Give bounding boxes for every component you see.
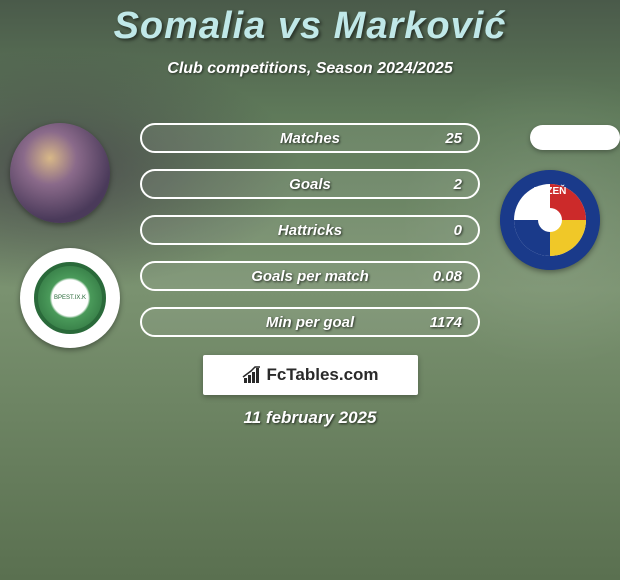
svg-text:PLZEŇ: PLZEŇ — [534, 184, 567, 197]
page-title: Somalia vs Marković — [0, 0, 620, 48]
stat-row-hattricks: Hattricks 0 — [140, 215, 480, 245]
stat-row-goals: Goals 2 — [140, 169, 480, 199]
stat-label: Min per goal — [266, 314, 354, 331]
stat-label: Goals — [289, 176, 331, 193]
player-right-avatar — [530, 125, 620, 150]
left-club-text: BPEST.IX.K — [54, 295, 86, 301]
brand-text: FcTables.com — [266, 365, 378, 385]
stat-label: Goals per match — [251, 268, 369, 285]
page-subtitle: Club competitions, Season 2024/2025 — [0, 60, 620, 78]
player-right-club-badge: PLZEŇ — [500, 170, 600, 270]
stats-bars: Matches 25 Goals 2 Hattricks 0 Goals per… — [140, 123, 480, 353]
date-label: 11 february 2025 — [0, 408, 620, 428]
chart-icon — [242, 366, 262, 384]
player-left-club-badge: BPEST.IX.K — [20, 248, 120, 348]
stat-value: 2 — [454, 176, 462, 193]
stat-label: Hattricks — [278, 222, 342, 239]
main-container: Somalia vs Marković Club competitions, S… — [0, 0, 620, 580]
stat-row-goals-per-match: Goals per match 0.08 — [140, 261, 480, 291]
stat-value: 0.08 — [433, 268, 462, 285]
stat-value: 25 — [445, 130, 462, 147]
stat-value: 0 — [454, 222, 462, 239]
stat-label: Matches — [280, 130, 340, 147]
brand-badge: FcTables.com — [203, 355, 418, 395]
right-club-svg: PLZEŇ — [500, 170, 600, 270]
stat-value: 1174 — [430, 314, 462, 331]
stat-row-min-per-goal: Min per goal 1174 — [140, 307, 480, 337]
stat-row-matches: Matches 25 — [140, 123, 480, 153]
left-club-inner: BPEST.IX.K — [34, 262, 106, 334]
player-left-avatar — [10, 123, 110, 223]
